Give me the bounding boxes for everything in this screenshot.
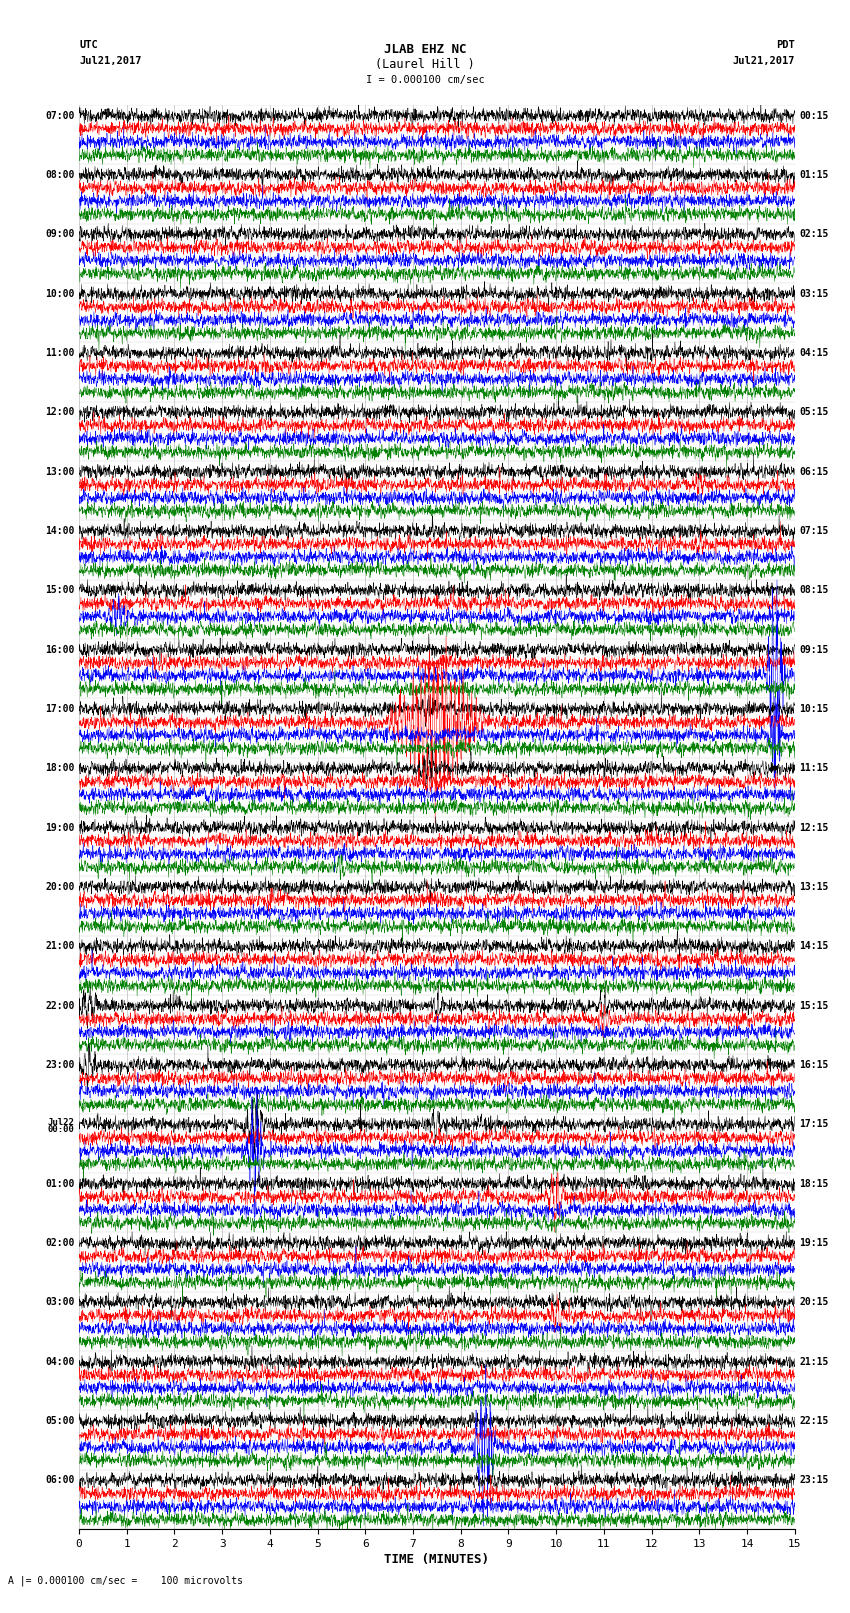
Text: 03:00: 03:00 xyxy=(45,1297,75,1308)
Text: 21:15: 21:15 xyxy=(799,1357,829,1366)
Text: 13:00: 13:00 xyxy=(45,466,75,476)
Text: 23:15: 23:15 xyxy=(799,1476,829,1486)
Text: 18:15: 18:15 xyxy=(799,1179,829,1189)
Text: 01:00: 01:00 xyxy=(45,1179,75,1189)
Text: 17:15: 17:15 xyxy=(799,1119,829,1129)
Text: 22:15: 22:15 xyxy=(799,1416,829,1426)
Text: 09:15: 09:15 xyxy=(799,645,829,655)
Text: Jul22: Jul22 xyxy=(48,1118,75,1127)
Text: 16:15: 16:15 xyxy=(799,1060,829,1069)
Text: 10:00: 10:00 xyxy=(45,289,75,298)
Text: 07:00: 07:00 xyxy=(45,111,75,121)
Text: PDT: PDT xyxy=(776,40,795,50)
Text: 17:00: 17:00 xyxy=(45,703,75,715)
Text: 20:00: 20:00 xyxy=(45,882,75,892)
Text: 16:00: 16:00 xyxy=(45,645,75,655)
Text: 05:00: 05:00 xyxy=(45,1416,75,1426)
Text: 14:00: 14:00 xyxy=(45,526,75,536)
Text: 15:15: 15:15 xyxy=(799,1000,829,1011)
Text: (Laurel Hill ): (Laurel Hill ) xyxy=(375,58,475,71)
Text: 14:15: 14:15 xyxy=(799,942,829,952)
Text: A |= 0.000100 cm/sec =    100 microvolts: A |= 0.000100 cm/sec = 100 microvolts xyxy=(8,1576,243,1586)
Text: 08:15: 08:15 xyxy=(799,586,829,595)
X-axis label: TIME (MINUTES): TIME (MINUTES) xyxy=(384,1553,490,1566)
Text: 12:15: 12:15 xyxy=(799,823,829,832)
Text: 19:00: 19:00 xyxy=(45,823,75,832)
Text: 01:15: 01:15 xyxy=(799,169,829,181)
Text: 11:00: 11:00 xyxy=(45,348,75,358)
Text: 15:00: 15:00 xyxy=(45,586,75,595)
Text: JLAB EHZ NC: JLAB EHZ NC xyxy=(383,42,467,56)
Text: 06:15: 06:15 xyxy=(799,466,829,476)
Text: 00:15: 00:15 xyxy=(799,111,829,121)
Text: 04:15: 04:15 xyxy=(799,348,829,358)
Text: UTC: UTC xyxy=(79,40,98,50)
Text: 09:00: 09:00 xyxy=(45,229,75,239)
Text: 21:00: 21:00 xyxy=(45,942,75,952)
Text: 02:15: 02:15 xyxy=(799,229,829,239)
Text: 23:00: 23:00 xyxy=(45,1060,75,1069)
Text: 12:00: 12:00 xyxy=(45,406,75,418)
Text: 13:15: 13:15 xyxy=(799,882,829,892)
Text: 02:00: 02:00 xyxy=(45,1239,75,1248)
Text: Jul21,2017: Jul21,2017 xyxy=(732,56,795,66)
Text: 19:15: 19:15 xyxy=(799,1239,829,1248)
Text: 07:15: 07:15 xyxy=(799,526,829,536)
Text: 11:15: 11:15 xyxy=(799,763,829,773)
Text: I = 0.000100 cm/sec: I = 0.000100 cm/sec xyxy=(366,74,484,85)
Text: 20:15: 20:15 xyxy=(799,1297,829,1308)
Text: 05:15: 05:15 xyxy=(799,406,829,418)
Text: 03:15: 03:15 xyxy=(799,289,829,298)
Text: 10:15: 10:15 xyxy=(799,703,829,715)
Text: 08:00: 08:00 xyxy=(45,169,75,181)
Text: 00:00: 00:00 xyxy=(48,1124,75,1134)
Text: Jul21,2017: Jul21,2017 xyxy=(79,56,142,66)
Text: 04:00: 04:00 xyxy=(45,1357,75,1366)
Text: 06:00: 06:00 xyxy=(45,1476,75,1486)
Text: 18:00: 18:00 xyxy=(45,763,75,773)
Text: 22:00: 22:00 xyxy=(45,1000,75,1011)
